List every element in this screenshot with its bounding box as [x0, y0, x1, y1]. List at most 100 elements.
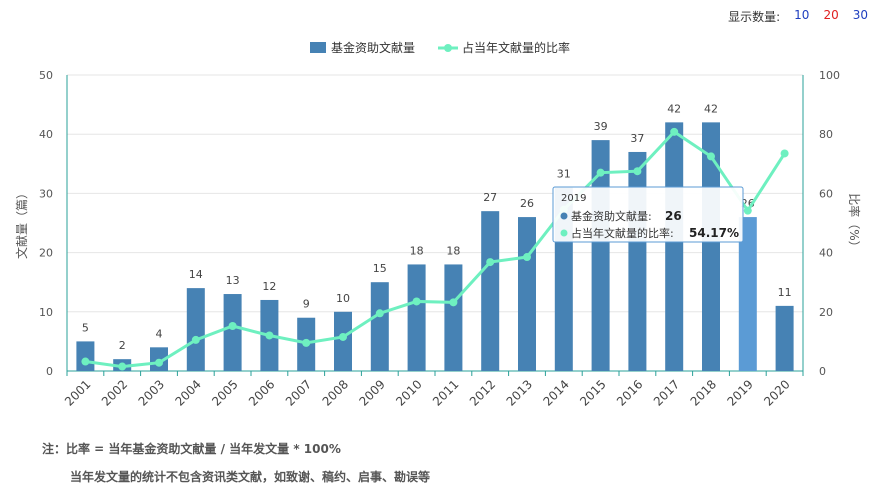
x-tick-label-2018: 2018 — [688, 377, 719, 408]
display-count-option-30[interactable]: 30 — [852, 8, 868, 22]
bar-2010 — [407, 264, 426, 371]
bar-2004 — [186, 288, 205, 371]
ratio-line — [85, 129, 786, 369]
y-left-tick-label: 40 — [39, 128, 53, 141]
x-tick-label-2012: 2012 — [467, 377, 498, 408]
bar-2017 — [665, 122, 684, 371]
bar-label-2014: 31 — [557, 167, 571, 180]
bar-label-2015: 39 — [594, 120, 608, 133]
legend-bar-swatch — [310, 42, 326, 53]
bar-label-2016: 37 — [630, 132, 644, 145]
display-count-selector: 显示数量: 10 20 30 — [728, 8, 868, 25]
ratio-point-2016 — [633, 167, 642, 176]
x-tick-label-2004: 2004 — [172, 377, 203, 408]
legend-line-marker — [444, 44, 452, 52]
ratio-point-2015 — [596, 168, 605, 177]
bar-2009 — [370, 282, 389, 371]
bar-label-2017: 42 — [667, 102, 681, 115]
bar-2019 — [738, 217, 757, 371]
x-tick-label-2015: 2015 — [577, 377, 608, 408]
y-left-tick-label: 0 — [46, 365, 53, 378]
tooltip-bar-label: 基金资助文献量: — [571, 209, 652, 223]
bar-label-2010: 18 — [410, 244, 424, 257]
bar-2005 — [223, 294, 242, 371]
x-tick-label-2005: 2005 — [209, 377, 240, 408]
x-tick-label-2011: 2011 — [430, 377, 461, 408]
tooltip-title: 2019 — [561, 193, 586, 204]
bar-label-2012: 27 — [483, 191, 497, 204]
bar-2013 — [518, 217, 536, 371]
y-right-tick-label: 60 — [819, 187, 833, 200]
tooltip-line-marker — [560, 229, 568, 237]
y-right-tick-label: 0 — [819, 365, 826, 378]
ratio-point-2018 — [707, 152, 715, 161]
bar-label-2013: 26 — [520, 197, 534, 210]
legend-bar-label: 基金资助文献量 — [331, 40, 415, 55]
ratio-point-2010 — [412, 297, 421, 306]
ratio-point-2008 — [339, 332, 347, 341]
display-count-label: 显示数量: — [728, 10, 781, 24]
y-right-tick-label: 20 — [819, 306, 833, 319]
x-tick-label-2002: 2002 — [99, 377, 130, 408]
bar-label-2002: 2 — [119, 339, 126, 352]
tooltip-line-label: 占当年文献量的比率: — [571, 226, 674, 240]
x-tick-label-2020: 2020 — [761, 377, 792, 408]
x-tick-label-2003: 2003 — [136, 377, 167, 408]
x-tick-label-2006: 2006 — [246, 377, 277, 408]
display-count-option-20[interactable]: 20 — [823, 8, 839, 22]
bar-2012 — [481, 211, 500, 371]
ratio-point-2013 — [523, 253, 531, 262]
ratio-point-2003 — [155, 358, 163, 367]
ratio-point-2017 — [670, 127, 679, 136]
bar-2001 — [76, 341, 95, 371]
y-right-tick-label: 80 — [819, 128, 833, 141]
x-tick-label-2008: 2008 — [320, 377, 351, 408]
ratio-point-2002 — [118, 362, 127, 371]
tooltip-bar-marker — [560, 212, 568, 220]
bar-label-2018: 42 — [704, 102, 718, 115]
bar-2020 — [775, 305, 794, 371]
y-left-tick-label: 20 — [39, 247, 53, 260]
bar-label-2005: 13 — [226, 274, 240, 287]
bar-2011 — [444, 264, 463, 371]
x-tick-label-2007: 2007 — [283, 377, 314, 408]
x-tick-label-2016: 2016 — [614, 377, 645, 408]
display-count-option-10[interactable]: 10 — [794, 8, 810, 22]
y-left-tick-label: 50 — [39, 69, 53, 82]
bar-label-2020: 11 — [778, 286, 792, 299]
tooltip-bar-value: 26 — [665, 209, 682, 223]
legend-line-label: 占当年文献量的比率 — [462, 40, 570, 55]
bar-2016 — [628, 151, 647, 371]
bar-label-2011: 18 — [446, 244, 460, 257]
ratio-point-2005 — [228, 322, 237, 331]
bar-label-2007: 9 — [303, 298, 310, 311]
bar-label-2008: 10 — [336, 292, 350, 305]
ratio-point-2020 — [780, 149, 789, 158]
ratio-point-2012 — [486, 258, 495, 267]
bar-2008 — [334, 311, 352, 371]
ratio-point-2011 — [449, 298, 458, 307]
y-right-axis-title: 比率（%） — [847, 193, 862, 252]
bar-2018 — [702, 122, 720, 371]
y-left-tick-label: 10 — [39, 306, 53, 319]
ratio-point-2004 — [191, 335, 200, 344]
x-tick-label-2013: 2013 — [504, 377, 535, 408]
footnote-exclusion: 当年发文量的统计不包含资讯类文献，如致谢、稿约、启事、勘误等 — [70, 470, 431, 484]
x-tick-label-2019: 2019 — [724, 377, 755, 408]
y-right-tick-label: 100 — [819, 69, 840, 82]
y-left-axis-title: 文献量（篇） — [14, 187, 29, 259]
x-tick-label-2009: 2009 — [356, 377, 387, 408]
bar-label-2003: 4 — [156, 327, 163, 340]
y-left-tick-label: 30 — [39, 187, 53, 200]
ratio-point-2001 — [81, 357, 90, 366]
ratio-point-2007 — [302, 338, 311, 347]
ratio-point-2019 — [743, 206, 752, 215]
tooltip-line-value: 54.17% — [689, 226, 739, 240]
x-tick-label-2017: 2017 — [651, 377, 682, 408]
x-tick-label-2001: 2001 — [62, 377, 93, 408]
y-right-tick-label: 40 — [819, 247, 833, 260]
ratio-point-2009 — [375, 309, 384, 318]
x-tick-label-2014: 2014 — [540, 377, 571, 408]
bar-label-2001: 5 — [82, 321, 89, 334]
